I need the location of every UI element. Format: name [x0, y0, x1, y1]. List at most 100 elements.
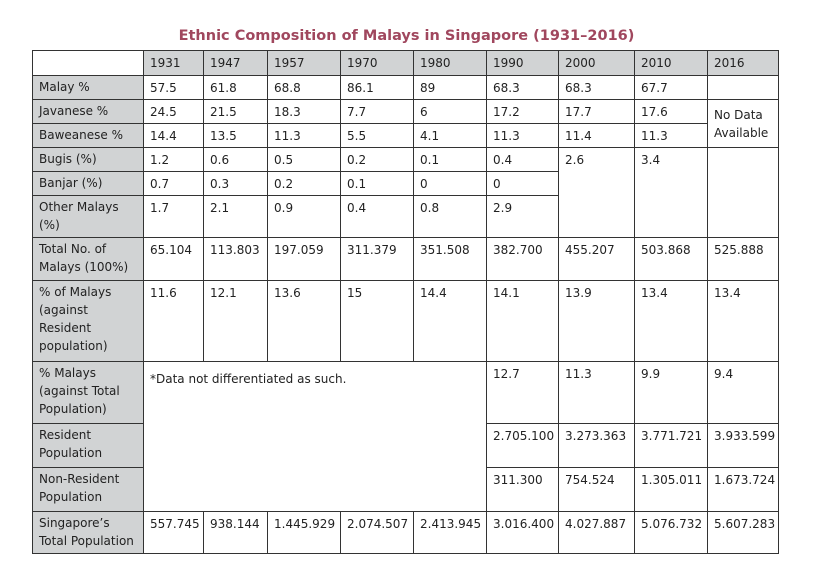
cell: 0.4: [340, 195, 414, 238]
malay-composition-table: 1931 1947 1957 1970 1980 1990 2000 2010 …: [32, 50, 779, 554]
cell: 2.1: [203, 195, 268, 238]
cell: 455.207: [558, 237, 635, 281]
row-label: Baweanese %: [32, 123, 144, 148]
cell-empty: [707, 147, 779, 238]
cell: 0.1: [340, 171, 414, 196]
year-header: 1990: [486, 50, 559, 76]
cell: 0.7: [143, 171, 204, 196]
row-label: Total No. of Malays (100%): [32, 237, 144, 281]
cell: 61.8: [203, 75, 268, 100]
cell: 3.933.599: [707, 423, 779, 468]
no-data-cell: No Data Available: [707, 99, 779, 148]
cell: 9.9: [634, 361, 708, 424]
header-row: 1931 1947 1957 1970 1980 1990 2000 2010 …: [32, 50, 779, 76]
cell: 13.6: [267, 280, 341, 362]
cell: 0.9: [267, 195, 341, 238]
cell: 13.4: [707, 280, 779, 362]
cell: 0: [486, 171, 559, 196]
cell: 12.1: [203, 280, 268, 362]
cell: 12.7: [486, 361, 559, 424]
table-title: Ethnic Composition of Malays in Singapor…: [178, 28, 635, 44]
cell: 0.4: [486, 147, 559, 172]
year-header: 2010: [634, 50, 708, 76]
cell: 15: [340, 280, 414, 362]
cell: 68.3: [486, 75, 559, 100]
cell: 14.4: [413, 280, 487, 362]
cell: 68.8: [267, 75, 341, 100]
cell: 11.3: [486, 123, 559, 148]
row-label: Malay %: [32, 75, 144, 100]
cell: 6: [413, 99, 487, 124]
cell: 4.027.887: [558, 511, 635, 554]
year-header: 1947: [203, 50, 268, 76]
cell: 21.5: [203, 99, 268, 124]
row-label: Banjar (%): [32, 171, 144, 196]
cell: 5.607.283: [707, 511, 779, 554]
cell: 1.445.929: [267, 511, 341, 554]
cell: 311.300: [486, 467, 559, 512]
cell: 3.016.400: [486, 511, 559, 554]
cell: 14.1: [486, 280, 559, 362]
corner-cell: [32, 50, 144, 76]
cell: 13.4: [634, 280, 708, 362]
table-row: % of Malays (against Resident population…: [32, 280, 779, 362]
cell: 5.076.732: [634, 511, 708, 554]
year-header: 1980: [413, 50, 487, 76]
cell: 11.4: [558, 123, 635, 148]
cell: 86.1: [340, 75, 414, 100]
cell: 68.3: [558, 75, 635, 100]
cell: 2.074.507: [340, 511, 414, 554]
cell: 0.2: [340, 147, 414, 172]
cell: 18.3: [267, 99, 341, 124]
cell: 57.5: [143, 75, 204, 100]
cell: 3.771.721: [634, 423, 708, 468]
table-row: Other Malays (%) 1.7 2.1 0.9 0.4 0.8 2.9: [32, 195, 779, 238]
year-header: 2000: [558, 50, 635, 76]
row-label: Singapore’s Total Population: [32, 511, 144, 554]
cell: 311.379: [340, 237, 414, 281]
cell: 197.059: [267, 237, 341, 281]
cell: 382.700: [486, 237, 559, 281]
cell: 7.7: [340, 99, 414, 124]
table-row: Malay % 57.5 61.8 68.8 86.1 89 68.3 68.3…: [32, 75, 779, 100]
cell-empty: [707, 75, 779, 100]
cell: 17.6: [634, 99, 708, 124]
cell: 11.3: [267, 123, 341, 148]
cell: 17.2: [486, 99, 559, 124]
cell: 2.705.100: [486, 423, 559, 468]
cell: 0.8: [413, 195, 487, 238]
cell: 113.803: [203, 237, 268, 281]
table-row: % Malays (against Total Population) *Dat…: [32, 361, 779, 512]
row-label: Javanese %: [32, 99, 144, 124]
row-label: Other Malays (%): [32, 195, 144, 238]
cell: 11.3: [558, 361, 635, 424]
year-header: 1957: [267, 50, 341, 76]
cell: 3.4: [634, 147, 708, 238]
cell: 754.524: [558, 467, 635, 512]
cell: 89: [413, 75, 487, 100]
cell: 24.5: [143, 99, 204, 124]
cell: 2.413.945: [413, 511, 487, 554]
cell: 17.7: [558, 99, 635, 124]
row-label: % of Malays (against Resident population…: [32, 280, 144, 362]
cell: 11.6: [143, 280, 204, 362]
cell: 14.4: [143, 123, 204, 148]
cell: 0.6: [203, 147, 268, 172]
cell: 2.6: [558, 147, 635, 238]
row-label: % Malays (against Total Population): [32, 361, 144, 424]
cell: 351.508: [413, 237, 487, 281]
cell: 4.1: [413, 123, 487, 148]
cell: 13.5: [203, 123, 268, 148]
cell: 13.9: [558, 280, 635, 362]
cell: 9.4: [707, 361, 779, 424]
cell: 938.144: [203, 511, 268, 554]
note-cell: *Data not differentiated as such.: [143, 361, 487, 512]
year-header: 2016: [707, 50, 779, 76]
cell: 0.2: [267, 171, 341, 196]
cell: 0: [413, 171, 487, 196]
cell: 503.868: [634, 237, 708, 281]
table-row: Singapore’s Total Population 557.745 938…: [32, 511, 779, 554]
cell: 0.3: [203, 171, 268, 196]
row-label: Resident Population: [32, 423, 144, 468]
cell: 0.5: [267, 147, 341, 172]
